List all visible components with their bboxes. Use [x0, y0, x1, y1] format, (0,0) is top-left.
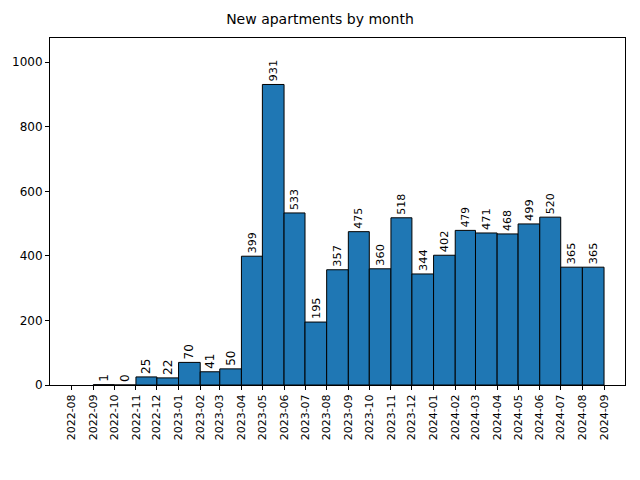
- svg-text:2024-02: 2024-02: [449, 394, 462, 440]
- svg-text:0: 0: [35, 378, 43, 392]
- svg-text:1: 1: [97, 374, 111, 382]
- svg-text:499: 499: [522, 199, 536, 221]
- svg-text:468: 468: [501, 210, 514, 231]
- svg-text:2023-02: 2023-02: [194, 394, 207, 440]
- svg-text:50: 50: [224, 351, 238, 366]
- svg-text:518: 518: [395, 194, 408, 215]
- svg-text:400: 400: [20, 249, 43, 263]
- svg-text:2024-08: 2024-08: [576, 394, 589, 440]
- svg-text:195: 195: [309, 297, 323, 319]
- svg-text:2023-06: 2023-06: [278, 394, 291, 440]
- svg-text:471: 471: [479, 208, 493, 230]
- svg-text:2023-05: 2023-05: [256, 394, 269, 440]
- svg-text:2024-09: 2024-09: [598, 394, 611, 440]
- svg-text:2024-04: 2024-04: [491, 394, 504, 440]
- svg-text:2022-12: 2022-12: [150, 394, 163, 440]
- svg-text:2023-12: 2023-12: [405, 394, 418, 440]
- svg-text:365: 365: [586, 243, 600, 265]
- svg-text:533: 533: [288, 189, 301, 210]
- svg-text:New apartments by month: New apartments by month: [226, 11, 414, 27]
- svg-text:399: 399: [246, 232, 259, 253]
- svg-text:0: 0: [118, 374, 132, 382]
- svg-text:2022-11: 2022-11: [130, 394, 143, 440]
- svg-text:2024-06: 2024-06: [533, 394, 546, 440]
- svg-text:479: 479: [459, 207, 472, 227]
- svg-text:2023-09: 2023-09: [342, 394, 355, 440]
- svg-text:2022-08: 2022-08: [65, 394, 78, 440]
- svg-text:600: 600: [20, 185, 43, 199]
- svg-text:2023-07: 2023-07: [299, 394, 312, 440]
- svg-text:2022-10: 2022-10: [108, 394, 121, 440]
- svg-text:2022-09: 2022-09: [87, 394, 100, 440]
- svg-text:1000: 1000: [12, 55, 43, 69]
- svg-text:520: 520: [544, 193, 557, 214]
- svg-text:360: 360: [373, 244, 387, 266]
- svg-text:357: 357: [330, 245, 344, 267]
- svg-text:402: 402: [437, 231, 451, 253]
- svg-text:2023-10: 2023-10: [363, 394, 376, 440]
- svg-text:2024-07: 2024-07: [554, 394, 567, 440]
- svg-text:70: 70: [182, 344, 196, 359]
- svg-text:2023-01: 2023-01: [172, 394, 185, 440]
- svg-text:800: 800: [20, 120, 43, 134]
- svg-text:344: 344: [416, 249, 430, 271]
- svg-text:2024-03: 2024-03: [469, 394, 482, 440]
- svg-text:2024-05: 2024-05: [512, 394, 525, 440]
- svg-text:475: 475: [352, 208, 365, 229]
- svg-text:200: 200: [20, 314, 43, 328]
- svg-text:931: 931: [266, 60, 280, 82]
- svg-text:25: 25: [139, 359, 153, 374]
- svg-text:2023-03: 2023-03: [213, 394, 226, 440]
- svg-text:365: 365: [564, 243, 578, 265]
- svg-text:2023-08: 2023-08: [320, 394, 333, 440]
- svg-text:2023-04: 2023-04: [235, 394, 248, 440]
- svg-text:2023-11: 2023-11: [385, 394, 398, 440]
- svg-text:22: 22: [161, 360, 175, 375]
- svg-text:41: 41: [203, 353, 217, 368]
- svg-text:2024-01: 2024-01: [427, 394, 440, 440]
